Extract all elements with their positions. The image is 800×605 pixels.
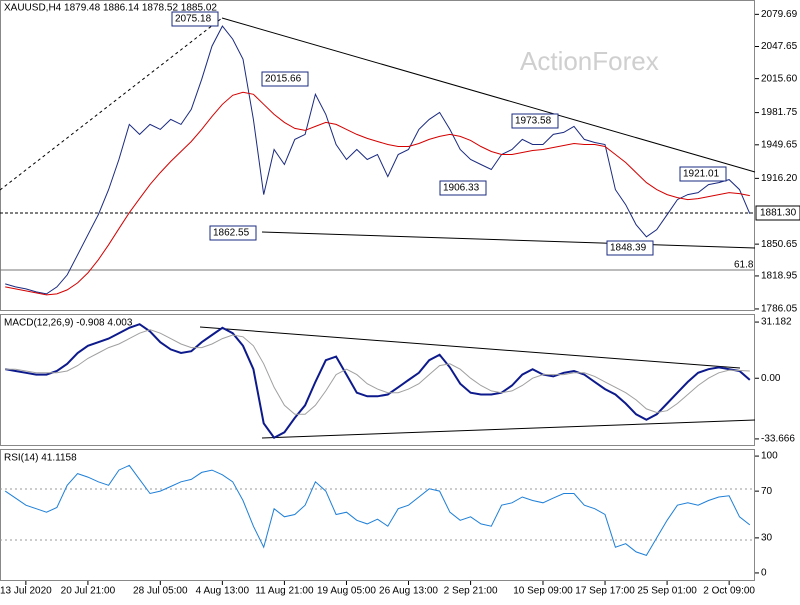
y-tick-label: 1818.95 — [761, 271, 798, 282]
annotation: 1906.33 — [443, 183, 480, 194]
series-line — [4, 464, 751, 557]
x-tick-label: 25 Sep 01:00 — [637, 586, 697, 597]
y-tick-label: 0 — [761, 568, 767, 579]
y-tick-label: 2079.69 — [761, 9, 798, 20]
level-label: 61.8 — [734, 260, 754, 271]
dashed-trendline — [0, 17, 223, 191]
y-tick-label: 2015.60 — [761, 73, 798, 84]
x-tick-label: 10 Sep 09:00 — [513, 586, 573, 597]
macd-trendline — [199, 326, 741, 369]
macd-trendline — [261, 419, 756, 439]
macd-title: MACD(12,26,9) -0.908 4.003 — [4, 318, 133, 329]
y-tick-label: 1916.20 — [761, 173, 798, 184]
annotation-box — [439, 180, 487, 196]
annotation: 1973.58 — [515, 116, 552, 127]
annotation-box — [261, 71, 309, 87]
x-tick-label: 2 Sep 21:00 — [444, 586, 498, 597]
annotation: 1862.55 — [213, 228, 250, 239]
lower-trendline — [261, 231, 756, 249]
y-tick-label: 70 — [761, 486, 773, 497]
annotation: 2075.18 — [175, 14, 212, 25]
rsi-panel — [0, 449, 755, 581]
series-line — [5, 329, 750, 415]
series-line — [5, 25, 751, 295]
y-tick-label: 1850.65 — [761, 239, 798, 250]
y-tick-label: 31.182 — [761, 317, 792, 328]
x-tick-label: 4 Aug 13:00 — [196, 586, 250, 597]
annotation-box — [171, 11, 219, 27]
x-tick-label: 19 Aug 05:00 — [317, 586, 376, 597]
y-tick-label: 1786.05 — [761, 304, 798, 315]
annotation-box — [679, 166, 727, 182]
annotation-box — [209, 225, 257, 241]
annotation: 1848.39 — [610, 243, 647, 254]
rsi-title: RSI(14) 41.1158 — [4, 453, 77, 464]
y-tick-label: -33.666 — [761, 434, 795, 445]
x-tick-label: 28 Jul 05:00 — [133, 586, 188, 597]
x-tick-label: 26 Aug 13:00 — [379, 586, 438, 597]
price-panel — [0, 0, 755, 311]
y-tick-label: 1949.65 — [761, 139, 798, 150]
last-price-label: 1881.30 — [760, 208, 797, 219]
macd-panel — [0, 314, 755, 446]
y-tick-label: 30 — [761, 533, 773, 544]
x-tick-label: 20 Jul 21:00 — [61, 586, 116, 597]
series-line — [5, 91, 750, 296]
price-title: XAUUSD,H4 1879.48 1886.14 1878.52 1885.0… — [4, 3, 217, 14]
last-price-box — [755, 205, 800, 221]
annotation: 1921.01 — [683, 169, 720, 180]
y-tick-label: 100 — [761, 451, 778, 462]
x-tick-label: 17 Sep 17:00 — [575, 586, 635, 597]
annotation-box — [606, 240, 654, 256]
y-tick-label: 2047.65 — [761, 41, 798, 52]
y-tick-label: 1981.75 — [761, 107, 798, 118]
y-tick-label: 0.00 — [761, 373, 781, 384]
x-tick-label: 11 Aug 21:00 — [255, 586, 314, 597]
watermark: ActionForex — [520, 46, 659, 76]
x-tick-label: 13 Jul 2020 — [0, 586, 52, 597]
upper-trendline — [221, 17, 756, 173]
x-tick-label: 2 Oct 09:00 — [703, 586, 755, 597]
annotation: 2015.66 — [265, 74, 302, 85]
series-line — [5, 323, 751, 439]
annotation-box — [511, 113, 559, 129]
